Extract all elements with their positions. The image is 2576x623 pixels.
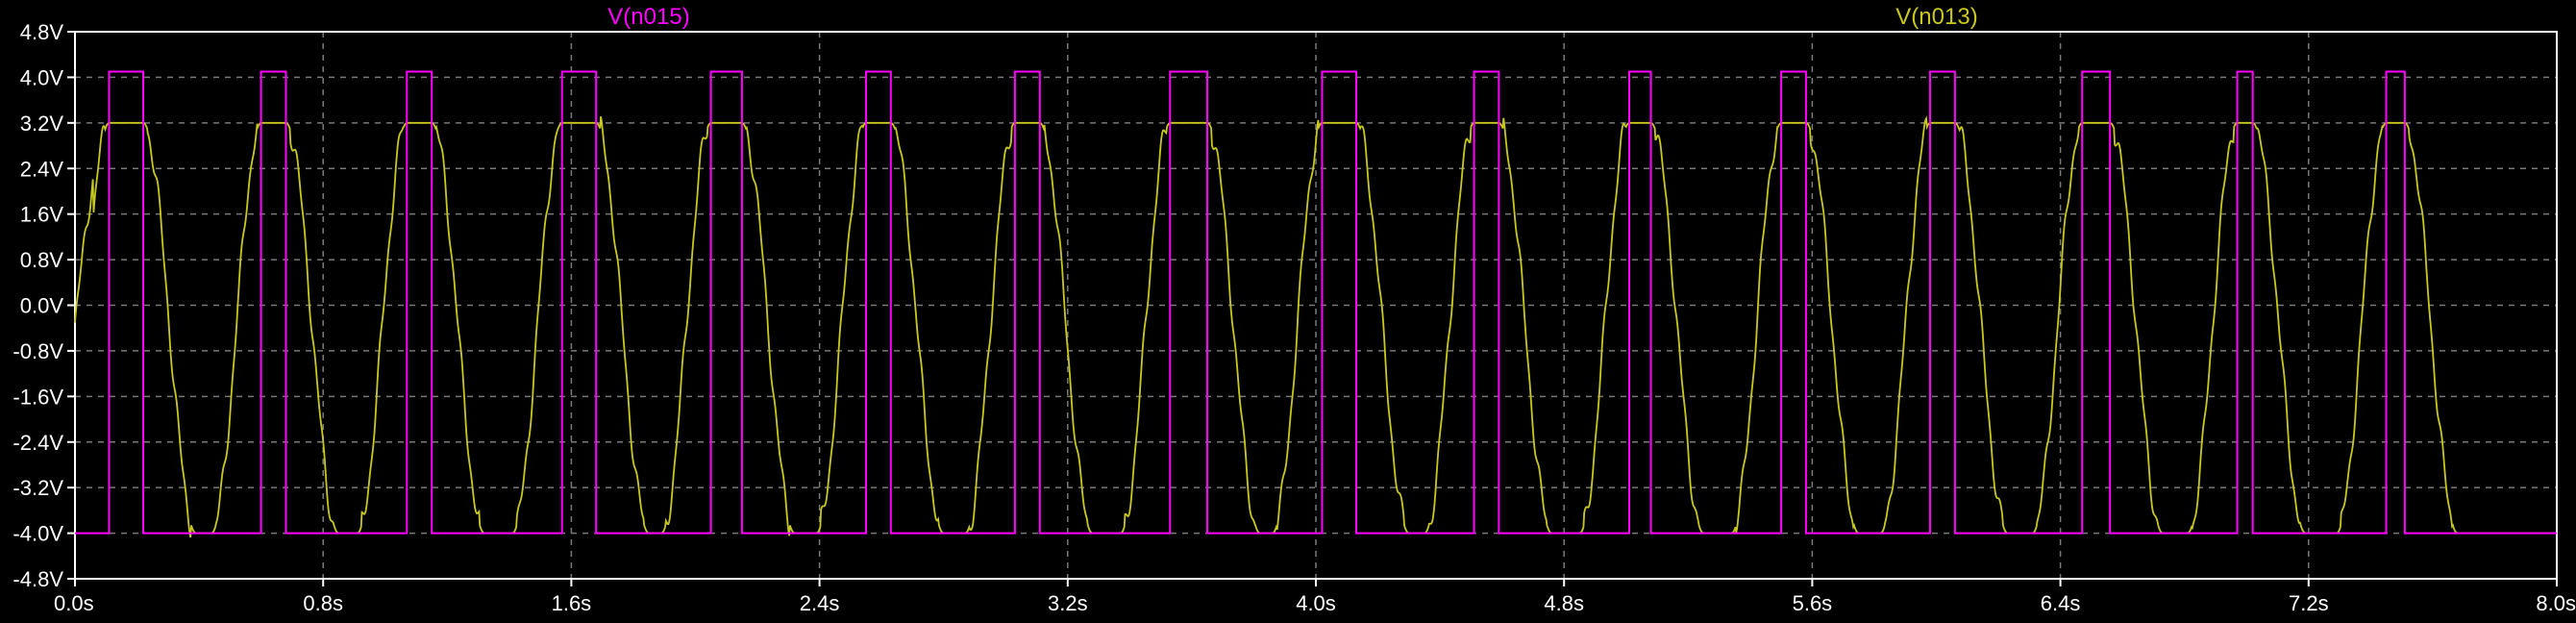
y-tick-label: -3.2V (12, 476, 63, 500)
y-tick-label: -1.6V (12, 385, 63, 409)
y-tick-label: 1.6V (20, 203, 64, 227)
y-tick-label: -4.8V (12, 567, 63, 591)
y-tick-label: 3.2V (20, 112, 64, 136)
x-tick-label: 0.0s (54, 591, 94, 615)
x-tick-label: 8.0s (2536, 591, 2576, 615)
x-axis-ticks: 0.0s 0.8s 1.6s 2.4s 3.2s 4.0s 4.8s 5.6s 6.4s 7.2s… (54, 579, 2576, 615)
y-axis-ticks: 4.8V 4.0V 3.2V 2.4V 1.6V 0.8V 0.0V -0.8V -1.6V -2… (12, 20, 75, 591)
traces (74, 70, 2557, 538)
y-tick-label: 0.8V (20, 248, 64, 272)
y-tick-label: 4.8V (20, 20, 64, 44)
trace-v-n015 (75, 70, 2557, 535)
x-tick-label: 1.6s (552, 591, 592, 615)
x-tick-label: 2.4s (800, 591, 840, 615)
legend-v-n013: V(n013) (1895, 4, 1977, 30)
y-tick-label: -2.4V (12, 431, 63, 455)
x-tick-label: 7.2s (2289, 591, 2329, 615)
legend-v-n015: V(n015) (607, 4, 689, 30)
x-tick-label: 0.8s (303, 591, 343, 615)
x-tick-label: 5.6s (1793, 591, 1833, 615)
x-tick-label: 3.2s (1048, 591, 1088, 615)
x-tick-label: 4.8s (1544, 591, 1584, 615)
y-tick-label: 2.4V (20, 157, 64, 181)
y-tick-label: -4.0V (12, 522, 63, 546)
y-tick-label: 4.0V (20, 65, 64, 89)
y-tick-label: 0.0V (20, 294, 64, 318)
x-tick-label: 6.4s (2041, 591, 2081, 615)
y-tick-label: -0.8V (12, 339, 63, 363)
x-tick-label: 4.0s (1296, 591, 1336, 615)
